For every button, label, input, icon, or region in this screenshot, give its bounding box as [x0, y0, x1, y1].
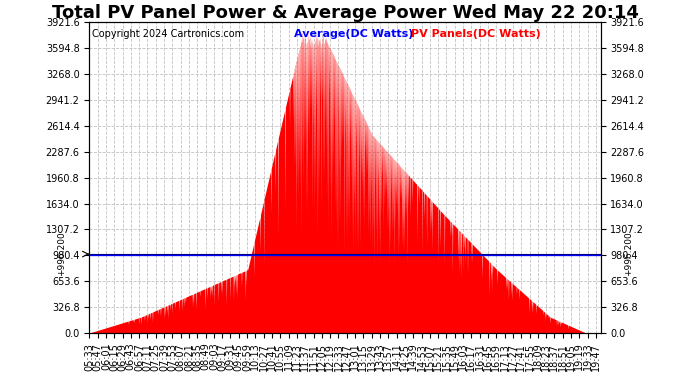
Text: Copyright 2024 Cartronics.com: Copyright 2024 Cartronics.com: [92, 28, 244, 39]
Text: Average(DC Watts): Average(DC Watts): [294, 28, 413, 39]
Text: +996.200: +996.200: [624, 232, 633, 276]
Text: PV Panels(DC Watts): PV Panels(DC Watts): [411, 28, 541, 39]
Text: +996.200: +996.200: [57, 232, 66, 276]
Title: Total PV Panel Power & Average Power Wed May 22 20:14: Total PV Panel Power & Average Power Wed…: [52, 4, 638, 22]
